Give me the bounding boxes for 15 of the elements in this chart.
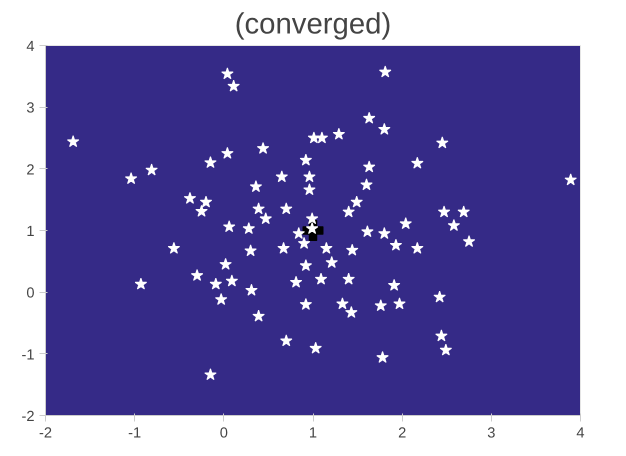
y-tick-label: -1 [21,347,35,364]
y-tick-label: 0 [26,286,35,302]
x-tick-label: 2 [398,426,406,442]
x-tick-label: -1 [128,426,142,442]
y-tick-label: 2 [26,162,35,178]
x-tick-label: 4 [576,426,585,442]
y-tick-label: -2 [21,409,35,425]
y-tick-label: 4 [26,39,35,55]
x-tick-label: 3 [487,426,496,442]
x-tick-label: 1 [308,426,318,442]
x-tick-label: 0 [220,426,228,442]
y-tick-label: 3 [26,100,35,117]
y-tick-label: 1 [26,224,35,240]
chart-title: (converged) [234,8,392,40]
x-tick-label: -2 [38,426,52,442]
